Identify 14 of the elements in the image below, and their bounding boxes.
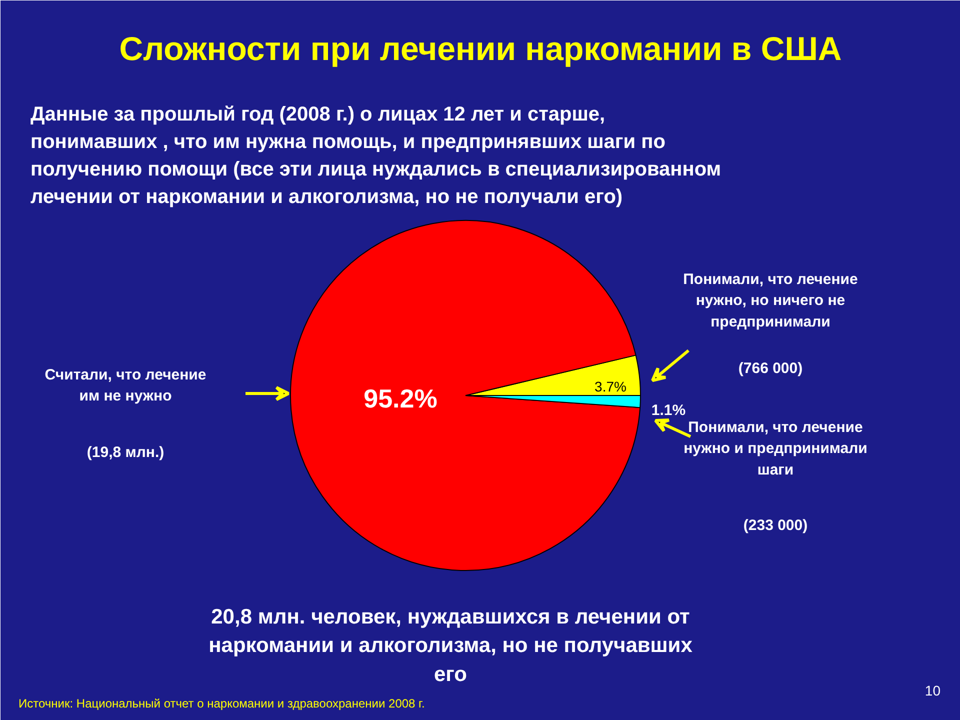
text: (233 000) bbox=[743, 517, 808, 534]
text: Источник: Национальный отчет о наркомании и здравоохранении 2008 г. bbox=[18, 696, 425, 710]
text: (19,8 млн.) bbox=[86, 444, 164, 461]
text: (766 000) bbox=[738, 360, 803, 377]
data-label: 95.2% bbox=[364, 384, 438, 414]
slice-label: Понимали, что лечение нужно, но ничего не предпринимали bbox=[683, 270, 858, 330]
slice-label: Понимали, что лечение нужно и предпринимали шаги bbox=[684, 418, 868, 478]
chart-subtitle: Данные за прошлый год (2008 г.) о лицах 12 лет и старше, понимавших , что им нужна помощь, и предпринявших шаги по получению помощи (все эти лица нуждались в специализированном лечении от наркомании и алкоголизма, но не получали его) bbox=[30, 103, 722, 208]
slice-label: Считали, что лечение им не нужно bbox=[44, 366, 206, 405]
data-label: 3.7% bbox=[594, 378, 626, 394]
data-label: 1.1% bbox=[651, 402, 686, 419]
text: 10 bbox=[924, 682, 941, 698]
text: 20,8 млн. человек, нуждавшихся в лечении от наркомании и алкоголизма, но не получавших его bbox=[208, 605, 693, 686]
chart-title: Сложности при лечении наркомании в США bbox=[119, 30, 842, 67]
